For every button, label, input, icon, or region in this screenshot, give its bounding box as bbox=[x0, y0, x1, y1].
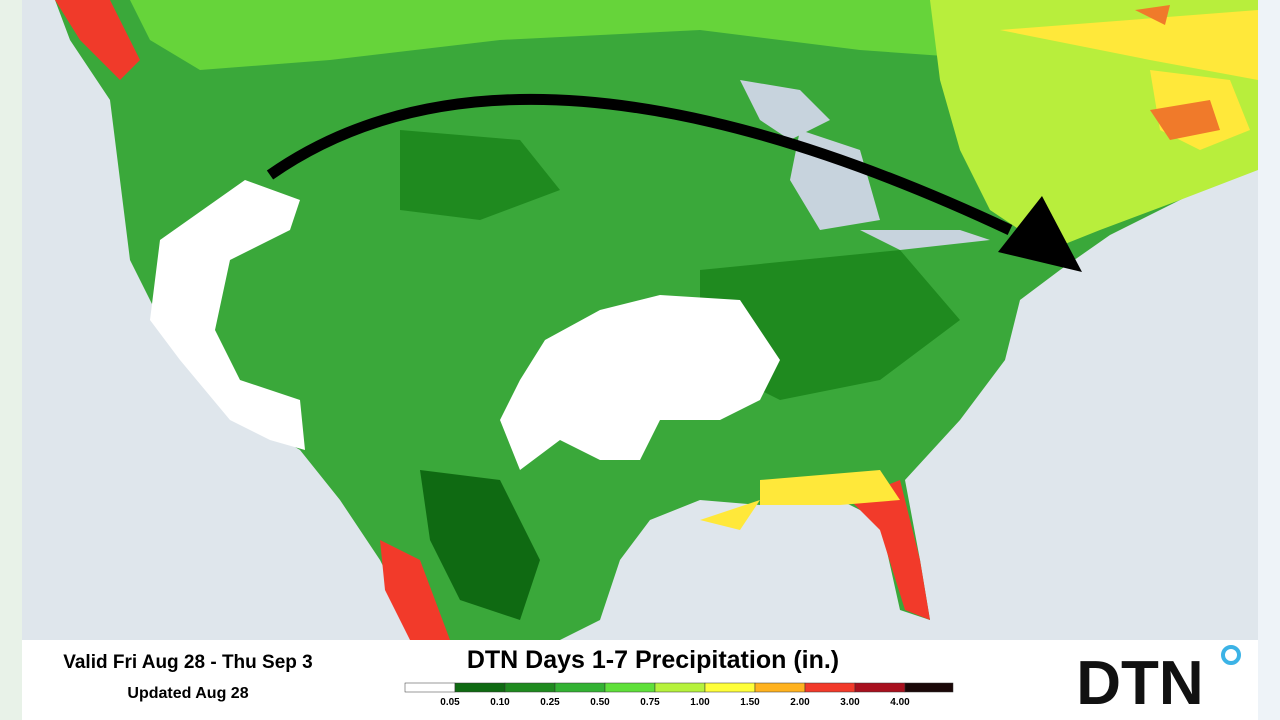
logo-dot bbox=[1221, 645, 1241, 665]
legend-label: 0.05 bbox=[440, 697, 460, 708]
footer-bar bbox=[22, 640, 1258, 720]
updated-text: Updated Aug 28 bbox=[127, 685, 248, 702]
legend-label: 1.50 bbox=[740, 697, 760, 708]
legend: 0.05 0.10 0.25 0.50 0.75 1.00 1.50 2.00 3.00 4.00 bbox=[404, 682, 954, 708]
valid-text: Valid Fri Aug 28 - Thu Sep 3 bbox=[63, 652, 313, 673]
wet-area bbox=[420, 470, 540, 620]
map-title: DTN Days 1-7 Precipitation (in.) bbox=[467, 646, 839, 674]
legend-swatch bbox=[654, 682, 706, 693]
arrow bbox=[266, 93, 1013, 235]
arrowhead bbox=[998, 196, 1082, 272]
dry-area bbox=[150, 180, 305, 450]
legend-swatch bbox=[604, 682, 656, 693]
map bbox=[22, 0, 1258, 640]
legend-swatch bbox=[854, 682, 906, 693]
legend-label: 2.00 bbox=[790, 697, 810, 708]
legend-swatch bbox=[804, 682, 856, 693]
legend-swatch bbox=[404, 682, 456, 693]
legend-label: 4.00 bbox=[890, 697, 910, 708]
dry-area bbox=[500, 295, 780, 470]
heavy-area bbox=[55, 0, 140, 80]
legend-label: 3.00 bbox=[840, 697, 860, 708]
legend-swatch bbox=[904, 682, 954, 693]
legend-swatch bbox=[704, 682, 756, 693]
wet-area bbox=[400, 130, 960, 400]
legend-label: 0.10 bbox=[490, 697, 510, 708]
legend-swatch bbox=[554, 682, 606, 693]
legend-swatch bbox=[454, 682, 506, 693]
legend-label: 0.75 bbox=[640, 697, 660, 708]
legend-label: 0.25 bbox=[540, 697, 560, 708]
legend-label: 0.50 bbox=[590, 697, 610, 708]
heavy-area bbox=[1135, 5, 1220, 140]
legend-swatch bbox=[754, 682, 806, 693]
great-lakes bbox=[740, 80, 990, 250]
legend-swatch bbox=[504, 682, 556, 693]
wet-area bbox=[700, 470, 900, 530]
logo: DTN bbox=[1076, 649, 1203, 718]
legend-label: 1.00 bbox=[690, 697, 710, 708]
